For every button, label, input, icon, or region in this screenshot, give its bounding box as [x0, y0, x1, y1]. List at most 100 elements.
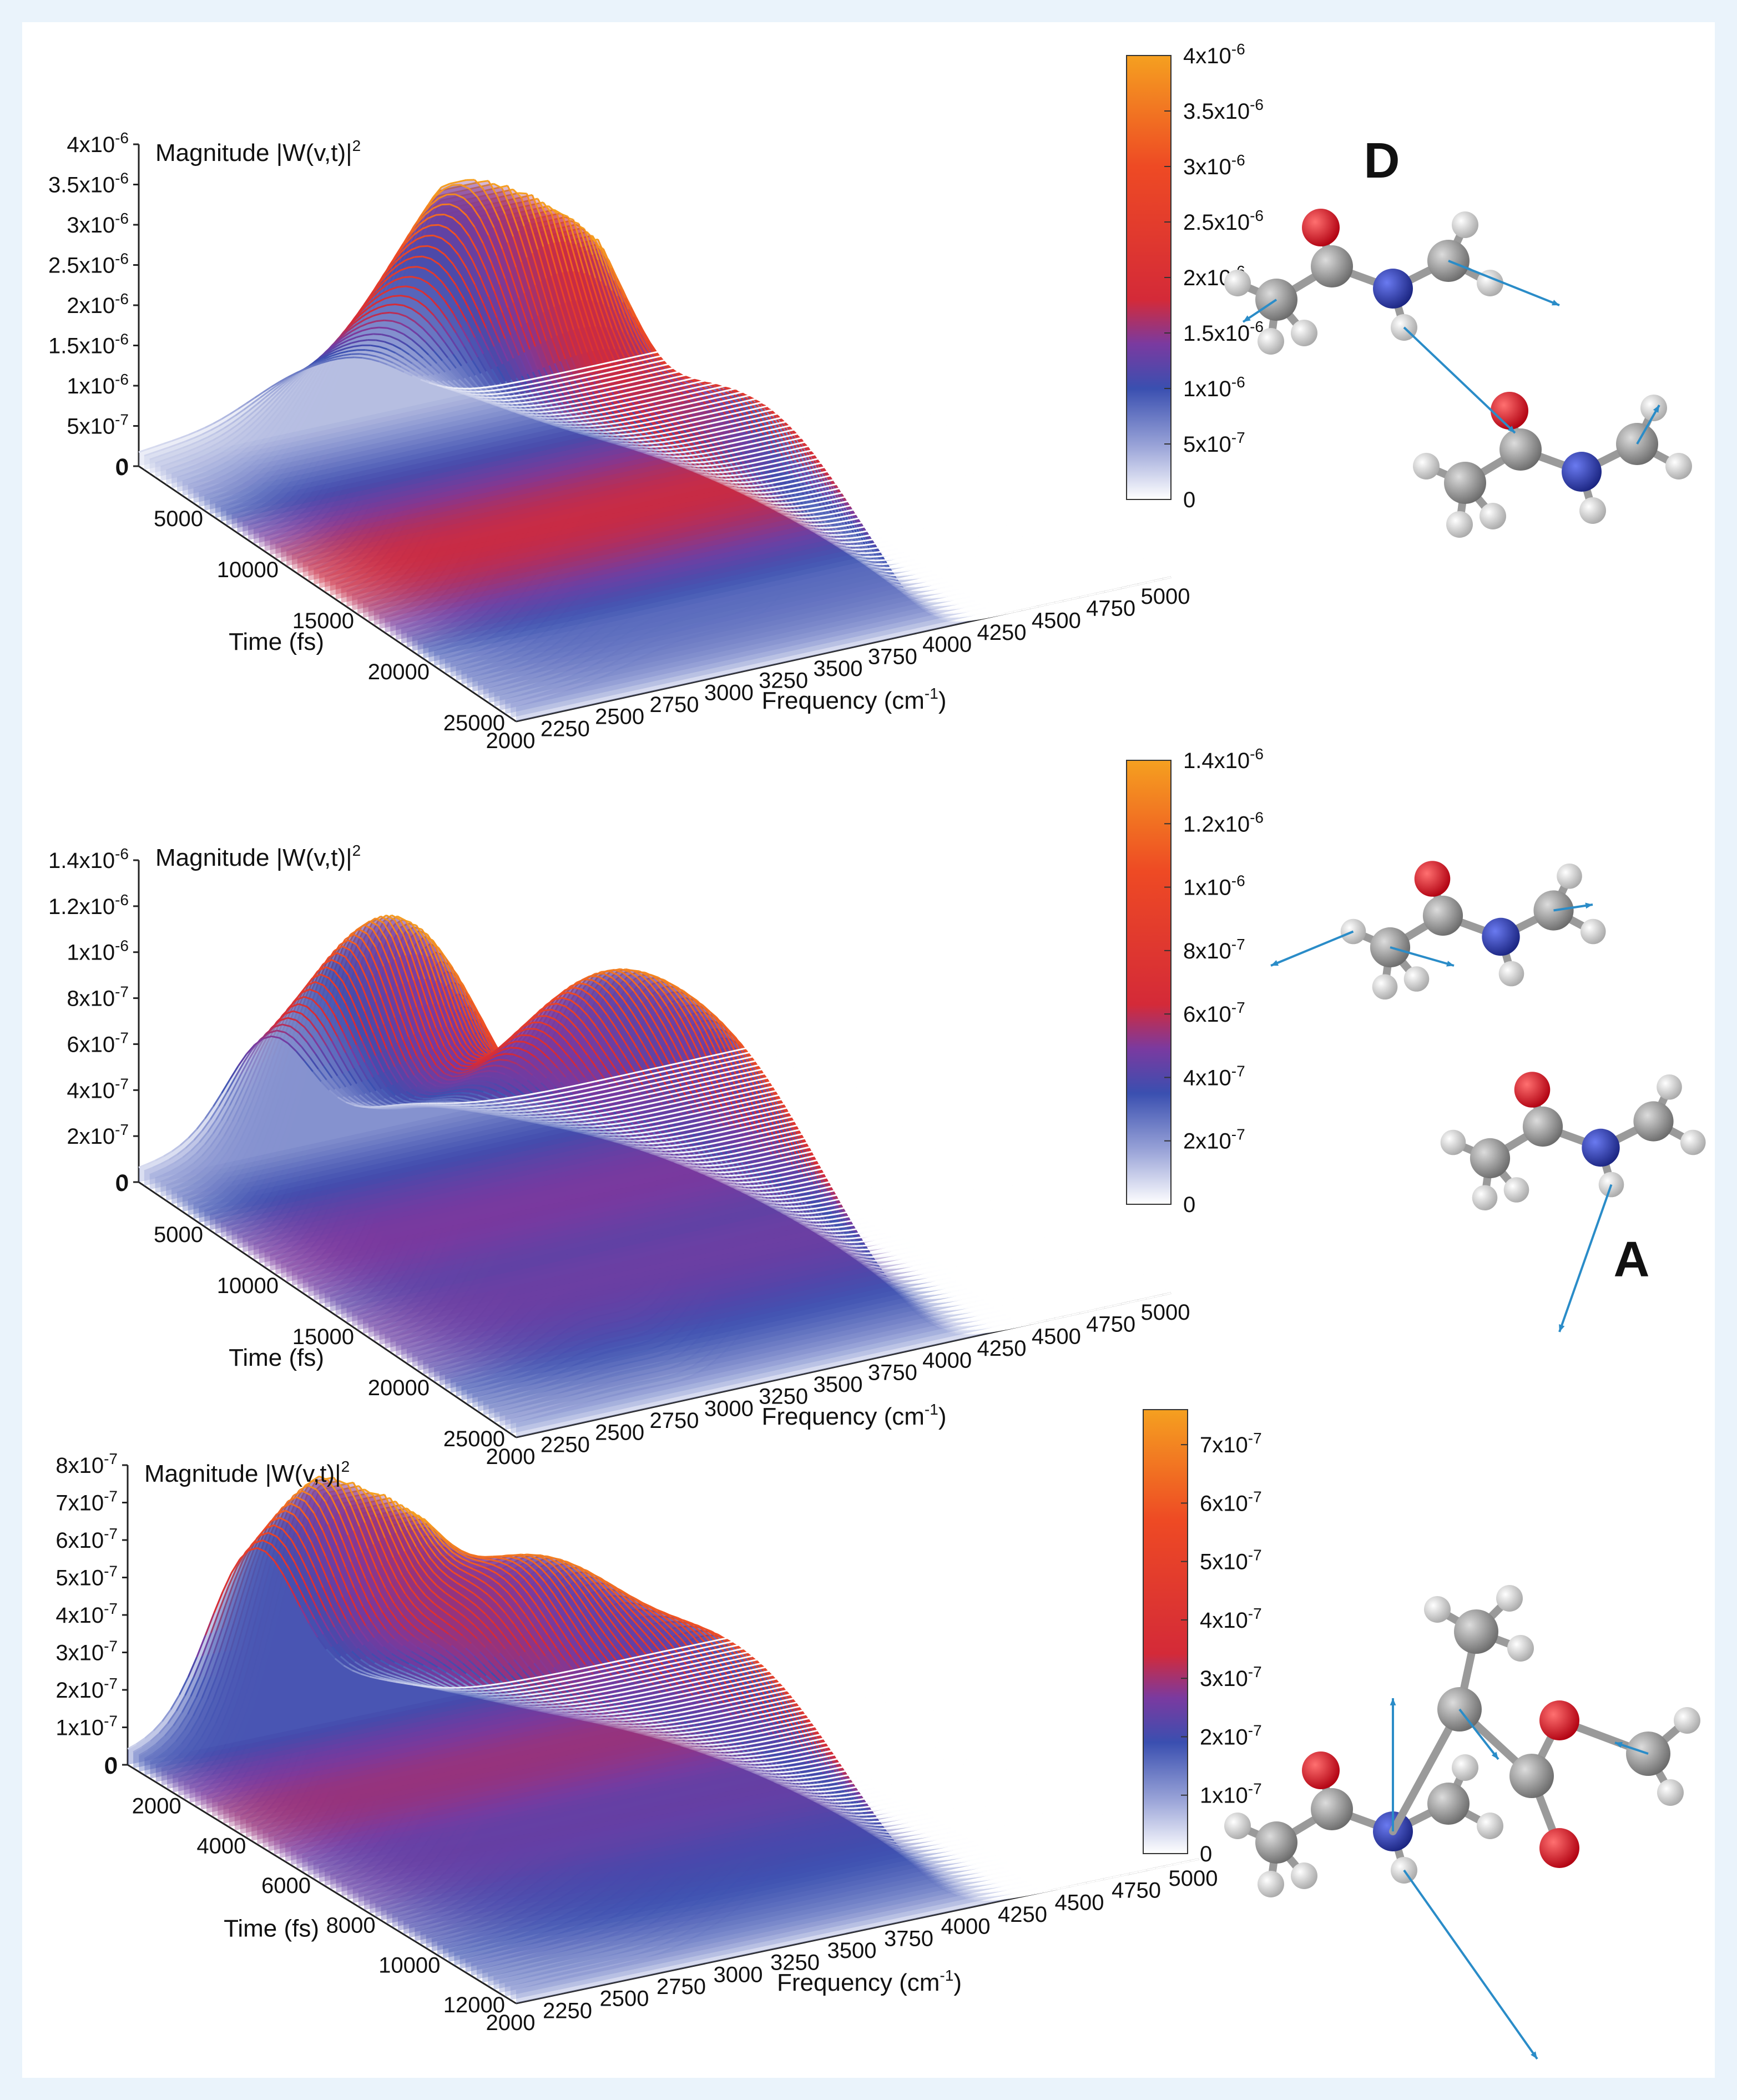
- surface-segment: [862, 500, 872, 504]
- surface-segment: [1083, 530, 1092, 534]
- surface-segment: [834, 383, 843, 387]
- surface-segment: [880, 467, 889, 471]
- surface-segment: [860, 491, 869, 494]
- surface-segment: [904, 506, 913, 509]
- surface-segment: [1115, 567, 1125, 571]
- surface-segment: [932, 436, 942, 440]
- surface-segment: [1017, 486, 1027, 489]
- surface-segment: [938, 439, 947, 443]
- surface-segment: [518, 192, 527, 195]
- surface-segment: [833, 457, 842, 461]
- surface-segment: [729, 372, 738, 376]
- surface-segment: [885, 529, 893, 533]
- surface-segment: [1028, 537, 1037, 541]
- surface-segment: [1027, 552, 1037, 556]
- surface-segment: [1044, 563, 1053, 567]
- surface-segment: [681, 450, 690, 453]
- surface-segment: [967, 556, 976, 559]
- surface-segment: [751, 387, 760, 391]
- surface-segment: [1061, 515, 1070, 519]
- surface-ribbon: [488, 471, 1144, 703]
- surface-segment: [847, 400, 856, 404]
- surface-segment: [973, 456, 983, 460]
- surface-segment: [957, 445, 966, 449]
- surface-segment: [715, 627, 724, 631]
- surface-segment: [819, 456, 829, 460]
- surface-segment: [901, 511, 910, 515]
- surface-segment: [1041, 583, 1050, 587]
- surface-segment: [942, 576, 951, 579]
- surface-segment: [1093, 582, 1103, 585]
- surface-segment: [980, 602, 989, 605]
- surface-segment: [910, 450, 920, 454]
- surface-segment: [1050, 508, 1059, 512]
- surface-segment: [555, 408, 564, 412]
- surface-segment: [763, 365, 771, 369]
- surface-segment: [953, 553, 962, 558]
- surface-segment: [1028, 522, 1037, 526]
- surface-segment: [726, 613, 735, 617]
- surface-segment: [908, 411, 917, 416]
- surface-segment: [1009, 472, 1018, 477]
- surface-segment: [1013, 609, 1022, 613]
- surface-segment: [890, 489, 900, 493]
- surface-segment: [893, 528, 902, 532]
- surface-segment: [951, 529, 960, 533]
- surface-segment: [948, 491, 957, 495]
- surface-segment: [844, 465, 853, 469]
- surface-segment: [940, 463, 950, 467]
- surface-segment: [1014, 550, 1023, 554]
- surface-segment: [898, 561, 907, 564]
- surface-segment: [657, 645, 666, 651]
- surface-segment: [912, 562, 921, 566]
- surface-segment: [827, 453, 837, 458]
- surface-segment: [989, 556, 998, 559]
- surface-segment: [767, 383, 777, 387]
- surface-segment: [425, 234, 434, 237]
- surface-segment: [844, 421, 854, 425]
- surface-segment: [830, 463, 839, 467]
- surface-segment: [877, 413, 887, 417]
- surface-segment: [821, 522, 830, 526]
- surface-segment: [951, 500, 960, 504]
- surface-segment: [565, 687, 575, 693]
- surface-segment: [968, 482, 977, 486]
- surface-segment: [892, 570, 901, 573]
- surface-segment: [999, 607, 1008, 611]
- surface-segment: [913, 445, 922, 448]
- surface-segment: [946, 496, 955, 501]
- surface-segment: [1008, 576, 1017, 580]
- surface-segment: [853, 375, 862, 378]
- surface-segment: [604, 427, 614, 430]
- surface-segment: [414, 255, 423, 258]
- surface-segment: [888, 421, 897, 425]
- surface-segment: [1068, 572, 1078, 576]
- surface-segment: [974, 583, 984, 587]
- surface-segment: [822, 406, 832, 410]
- surface-segment: [946, 467, 955, 471]
- surface-segment: [750, 556, 760, 566]
- surface-segment: [930, 607, 940, 610]
- surface-segment: [651, 637, 660, 643]
- surface-segment: [549, 693, 558, 698]
- surface-segment: [983, 567, 992, 571]
- surface-segment: [909, 524, 918, 528]
- surface-segment: [1121, 585, 1130, 589]
- surface-segment: [929, 485, 938, 489]
- surface-segment: [970, 506, 979, 509]
- surface-segment: [789, 413, 799, 417]
- surface-segment: [712, 605, 721, 609]
- surface-segment: [1007, 605, 1017, 609]
- surface-segment: [754, 382, 763, 386]
- surface-segment: [1104, 574, 1114, 578]
- surface-segment: [927, 461, 936, 465]
- surface-segment: [981, 483, 991, 487]
- surface-segment: [857, 511, 866, 515]
- surface-segment: [800, 534, 810, 548]
- surface-segment: [1054, 585, 1064, 589]
- surface-segment: [723, 624, 732, 629]
- surface-segment: [777, 493, 786, 497]
- surface-segment: [935, 474, 944, 478]
- surface-segment: [822, 465, 831, 469]
- surface-segment: [920, 531, 930, 536]
